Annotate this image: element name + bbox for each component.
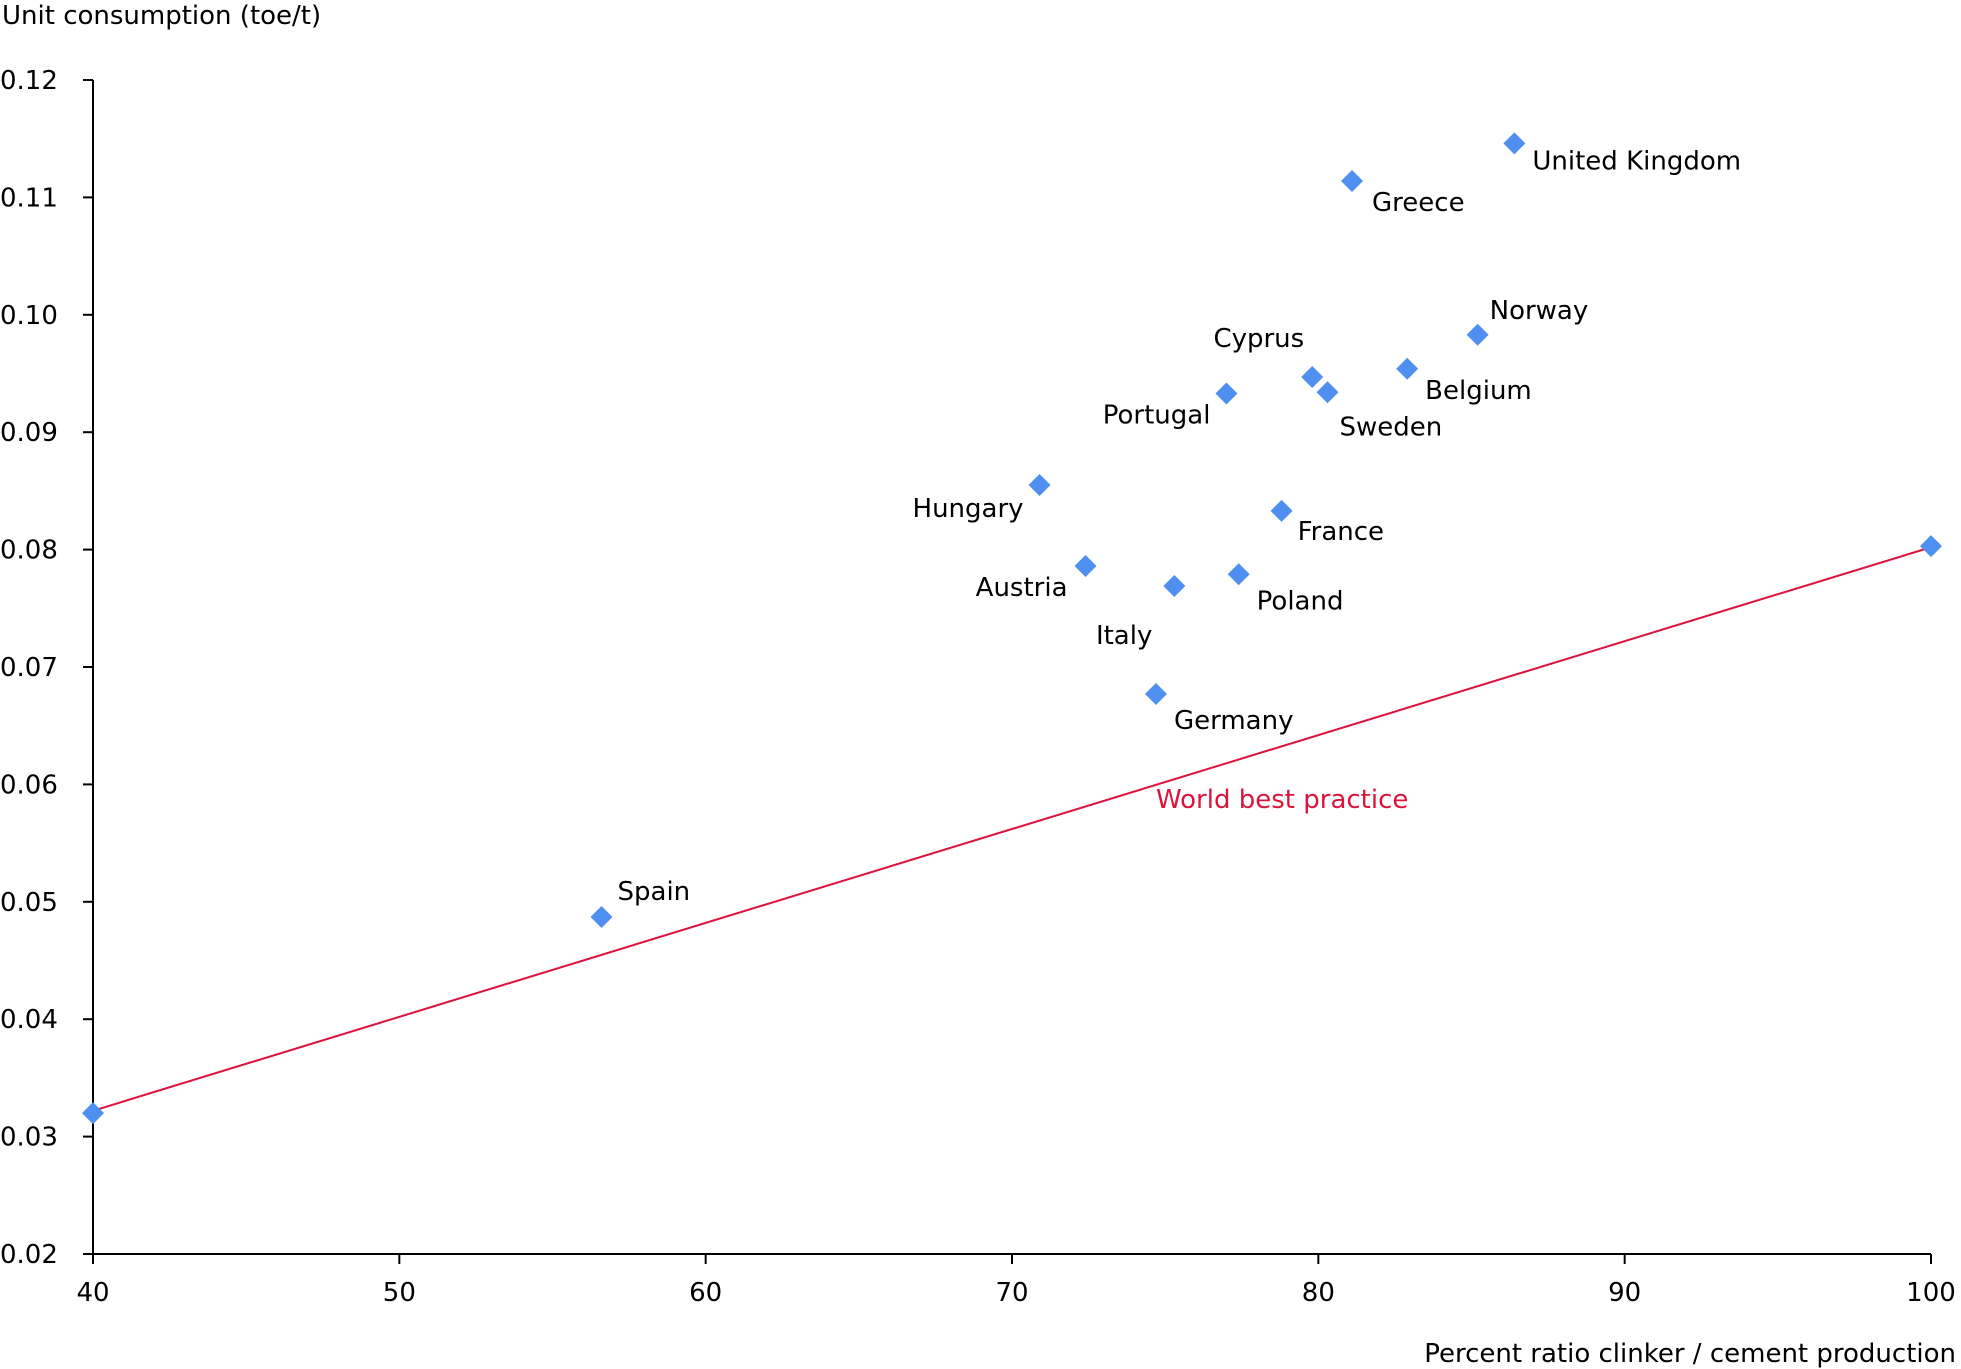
point-label: Hungary [913, 494, 1024, 524]
y-tick-label: 0.04 [0, 1005, 58, 1035]
ticks: 0.02 0.03 0.04 0.05 0.06 0.07 0.08 0.09 0.10 0.11… [0, 66, 1956, 1308]
reference-line-label: World best practice [1156, 785, 1408, 815]
data-point-marker [1316, 381, 1339, 404]
data-point-marker [1396, 357, 1419, 380]
point-label: Portugal [1103, 400, 1211, 430]
point-label: Greece [1372, 188, 1465, 218]
x-tick-label: 60 [689, 1278, 722, 1308]
data-point-marker [590, 906, 613, 929]
point-label: Sweden [1340, 412, 1443, 442]
y-tick-label: 0.12 [0, 66, 58, 96]
world-best-practice-line [92, 546, 1932, 1112]
point-label: Italy [1096, 621, 1152, 651]
x-tick-label: 90 [1608, 1278, 1641, 1308]
y-tick-label: 0.11 [0, 183, 58, 213]
y-tick-label: 0.07 [0, 653, 58, 683]
data-point-marker [1341, 169, 1364, 192]
data-point-marker [1227, 563, 1250, 586]
point-label: France [1298, 517, 1384, 547]
y-tick-label: 0.08 [0, 536, 58, 566]
point-labels: United Kingdom Greece Norway Cyprus Belgium S… [618, 146, 1742, 907]
point-label: Cyprus [1213, 324, 1304, 354]
y-tick-label: 0.03 [0, 1123, 58, 1153]
x-axis-title: Percent ratio clinker / cement productio… [1424, 1339, 1956, 1369]
point-label: Poland [1257, 586, 1344, 616]
y-axis-title: Unit consumption (toe/t) [2, 1, 321, 31]
data-point-marker [1074, 555, 1097, 578]
data-point-marker [1503, 132, 1526, 155]
data-point-marker [1163, 574, 1186, 597]
x-tick-label: 100 [1906, 1278, 1956, 1308]
x-tick-label: 40 [76, 1278, 109, 1308]
point-label: Austria [976, 573, 1068, 603]
points [82, 132, 1942, 1125]
data-point-marker [82, 1102, 104, 1125]
axes [92, 80, 1931, 1255]
data-point-marker [1301, 366, 1324, 389]
x-tick-label: 80 [1302, 1278, 1335, 1308]
data-point-marker [1144, 683, 1167, 706]
y-tick-label: 0.09 [0, 418, 58, 448]
reference-line-group: World best practice [92, 546, 1932, 1112]
x-tick-label: 50 [383, 1278, 416, 1308]
data-point-marker [1270, 499, 1293, 522]
y-tick-label: 0.10 [0, 301, 58, 331]
point-label: United Kingdom [1532, 146, 1741, 176]
point-label: Germany [1174, 706, 1294, 736]
data-point-marker [1215, 382, 1238, 405]
data-point-marker [1028, 474, 1051, 497]
point-label: Belgium [1425, 376, 1532, 406]
point-label: Spain [618, 877, 691, 907]
y-tick-label: 0.05 [0, 888, 58, 918]
y-tick-label: 0.06 [0, 770, 58, 800]
point-label: Norway [1490, 296, 1589, 326]
data-point-marker [1920, 535, 1942, 558]
x-tick-label: 70 [995, 1278, 1028, 1308]
data-point-marker [1466, 323, 1489, 346]
y-tick-label: 0.02 [0, 1240, 58, 1270]
